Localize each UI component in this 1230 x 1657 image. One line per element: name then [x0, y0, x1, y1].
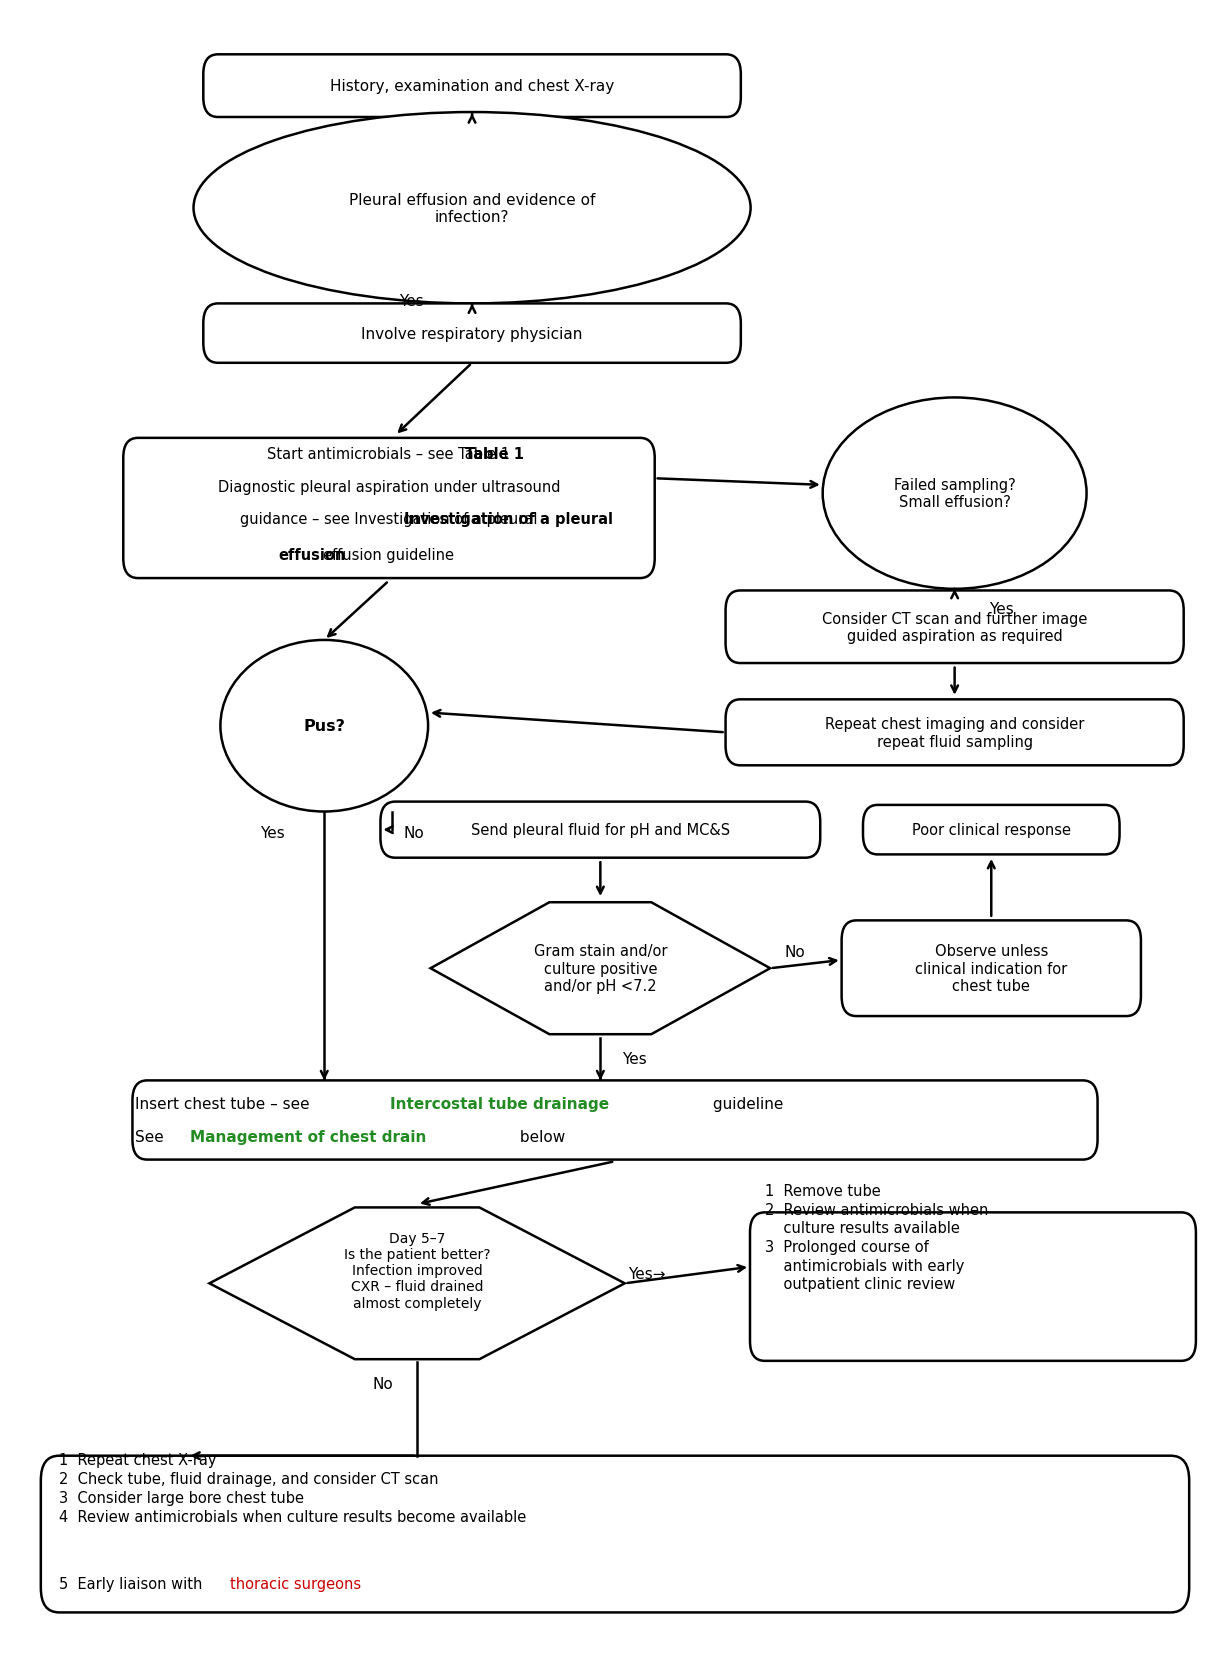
Polygon shape — [209, 1208, 625, 1359]
FancyBboxPatch shape — [123, 439, 654, 578]
FancyBboxPatch shape — [726, 592, 1183, 664]
Text: Pus?: Pus? — [304, 719, 346, 734]
Text: Diagnostic pleural aspiration under ultrasound: Diagnostic pleural aspiration under ultr… — [218, 479, 560, 494]
Text: Yes: Yes — [399, 295, 423, 310]
Text: Yes: Yes — [622, 1052, 647, 1067]
Text: Repeat chest imaging and consider
repeat fluid sampling: Repeat chest imaging and consider repeat… — [825, 717, 1085, 749]
Text: effusion: effusion — [278, 547, 346, 562]
Text: No: No — [373, 1377, 394, 1392]
Text: Observe unless
clinical indication for
chest tube: Observe unless clinical indication for c… — [915, 944, 1068, 994]
FancyBboxPatch shape — [863, 805, 1119, 855]
Text: Insert chest tube – see: Insert chest tube – see — [135, 1097, 315, 1112]
Ellipse shape — [823, 398, 1086, 590]
Text: Consider CT scan and further image
guided aspiration as required: Consider CT scan and further image guide… — [822, 611, 1087, 643]
FancyBboxPatch shape — [203, 55, 740, 118]
Text: Send pleural fluid for pH and MC&S: Send pleural fluid for pH and MC&S — [471, 822, 729, 838]
Text: Management of chest drain: Management of chest drain — [189, 1130, 427, 1145]
Text: See: See — [135, 1130, 169, 1145]
FancyBboxPatch shape — [133, 1080, 1097, 1160]
Ellipse shape — [193, 113, 750, 305]
Text: Investigation of a pleural: Investigation of a pleural — [405, 512, 614, 527]
Text: Intercostal tube drainage: Intercostal tube drainage — [390, 1097, 609, 1112]
Text: thoracic surgeons: thoracic surgeons — [230, 1576, 362, 1591]
Text: 1  Remove tube
2  Review antimicrobials when
    culture results available
3  Pr: 1 Remove tube 2 Review antimicrobials wh… — [765, 1183, 988, 1291]
Text: Table 1: Table 1 — [465, 447, 524, 462]
Text: No: No — [403, 825, 424, 842]
Text: Yes→: Yes→ — [629, 1266, 665, 1281]
FancyBboxPatch shape — [41, 1457, 1189, 1612]
Text: No: No — [785, 944, 804, 959]
Text: below: below — [515, 1130, 565, 1145]
Text: Involve respiratory physician: Involve respiratory physician — [362, 326, 583, 341]
FancyBboxPatch shape — [380, 802, 820, 858]
FancyBboxPatch shape — [750, 1213, 1196, 1360]
FancyBboxPatch shape — [841, 921, 1141, 1016]
Text: Failed sampling?
Small effusion?: Failed sampling? Small effusion? — [894, 477, 1016, 510]
Text: Yes: Yes — [261, 825, 285, 842]
Text: guidance – see Investigation of a pleural: guidance – see Investigation of a pleura… — [240, 512, 538, 527]
Text: guideline: guideline — [707, 1097, 784, 1112]
Text: Gram stain and/or
culture positive
and/or pH <7.2: Gram stain and/or culture positive and/o… — [534, 944, 667, 994]
Text: Poor clinical response: Poor clinical response — [911, 822, 1071, 838]
Polygon shape — [430, 903, 770, 1034]
Text: 1  Repeat chest X-ray
2  Check tube, fluid drainage, and consider CT scan
3  Con: 1 Repeat chest X-ray 2 Check tube, fluid… — [59, 1452, 526, 1524]
Text: effusion guideline: effusion guideline — [323, 547, 455, 562]
FancyBboxPatch shape — [203, 305, 740, 363]
Text: Start antimicrobials – see Table 1: Start antimicrobials – see Table 1 — [267, 447, 510, 462]
FancyBboxPatch shape — [726, 699, 1183, 766]
Text: 5  Early liaison with: 5 Early liaison with — [59, 1576, 207, 1591]
Text: Day 5–7
Is the patient better?
Infection improved
CXR – fluid drained
almost com: Day 5–7 Is the patient better? Infection… — [344, 1231, 491, 1309]
Ellipse shape — [220, 641, 428, 812]
Text: History, examination and chest X-ray: History, examination and chest X-ray — [330, 80, 614, 94]
Text: Yes: Yes — [989, 601, 1014, 616]
Text: Pleural effusion and evidence of
infection?: Pleural effusion and evidence of infecti… — [349, 192, 595, 225]
